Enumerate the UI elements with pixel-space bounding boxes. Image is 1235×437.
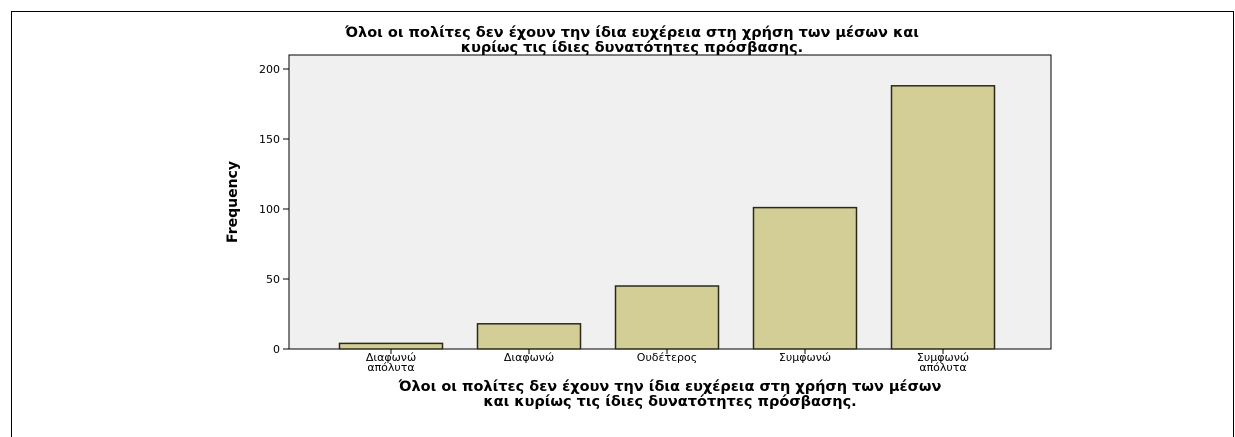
y-axis-label: Frequency: [225, 161, 241, 243]
chart-frame: [11, 11, 1234, 437]
bar: [614, 285, 720, 350]
y-tick-label: 100: [259, 203, 280, 216]
x-tick-label: απόλυτα: [919, 361, 966, 374]
bar: [476, 323, 582, 350]
x-axis-label-line-2: και κυρίως τις ίδιες δυνατότητες πρόσβασ…: [483, 394, 856, 410]
bar: [890, 85, 996, 350]
bar: [752, 206, 858, 350]
x-tick-label: Διαφωνώ: [366, 351, 416, 364]
bars: [338, 85, 996, 350]
chart-title-line-2: κυρίως τις ίδιες δυνατότητες πρόσβασης.: [461, 40, 803, 56]
y-tick-label: 0: [273, 343, 280, 356]
x-tick-label: απόλυτα: [367, 361, 414, 374]
y-tick-label: 50: [266, 273, 280, 286]
chart-title-line-1: Όλοι οι πολίτες δεν έχουν την ίδια ευχέρ…: [344, 25, 919, 41]
bar: [338, 342, 444, 350]
x-tick-label: Συμφωνώ: [917, 351, 969, 364]
x-tick-label: Συμφωνώ: [779, 351, 831, 364]
y-axis: 0 50 100 150 200: [259, 63, 289, 356]
x-axis-label-line-1: Όλοι οι πολίτες δεν έχουν την ίδια ευχέρ…: [398, 379, 942, 395]
x-tick-label: Ουδέτερος: [637, 351, 697, 364]
x-tick-label: Διαφωνώ: [504, 351, 554, 364]
y-tick-label: 150: [259, 133, 280, 146]
y-tick-label: 200: [259, 63, 280, 76]
